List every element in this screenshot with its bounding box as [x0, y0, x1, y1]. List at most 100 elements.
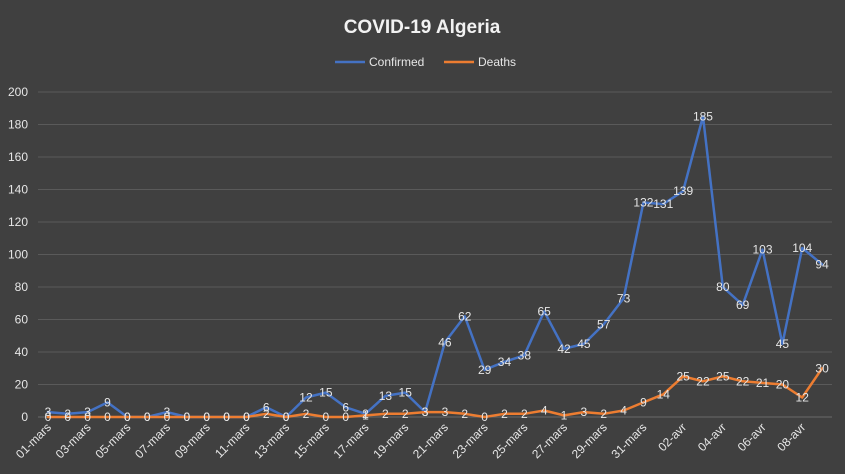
data-label-confirmed: 80 [716, 280, 730, 294]
data-label-deaths: 0 [283, 410, 290, 424]
data-label-confirmed: 42 [557, 342, 571, 356]
chart-title: COVID-19 Algeria [344, 17, 501, 38]
data-label-confirmed: 69 [736, 298, 750, 312]
data-label-deaths: 3 [581, 405, 588, 419]
data-label-confirmed: 15 [399, 386, 413, 400]
y-tick-label: 20 [15, 378, 29, 392]
data-label-deaths: 2 [402, 407, 409, 421]
data-label-deaths: 1 [362, 408, 369, 422]
data-label-confirmed: 15 [319, 386, 333, 400]
y-tick-label: 180 [8, 118, 28, 132]
data-label-confirmed: 94 [815, 257, 829, 271]
y-tick-label: 120 [8, 215, 28, 229]
data-label-deaths: 0 [203, 410, 210, 424]
gridlines [38, 91, 832, 418]
data-label-confirmed: 3 [45, 405, 52, 419]
data-label-confirmed: 65 [537, 304, 551, 318]
data-label-confirmed: 3 [422, 405, 429, 419]
x-tick-label: 06-avr [735, 420, 769, 454]
x-tick-label: 01-mars [13, 420, 54, 461]
data-label-deaths: 2 [521, 407, 528, 421]
data-label-deaths: 0 [104, 410, 111, 424]
data-label-deaths: 0 [144, 410, 151, 424]
data-label-confirmed: 46 [438, 335, 452, 349]
data-label-confirmed: 6 [342, 400, 349, 414]
data-label-deaths: 0 [223, 410, 230, 424]
data-label-deaths: 4 [620, 404, 627, 418]
series-line-confirmed [46, 115, 824, 419]
data-label-confirmed: 0 [283, 410, 290, 424]
x-tick-label: 21-mars [410, 420, 451, 461]
data-label-deaths: 9 [640, 395, 647, 409]
y-axis-ticks: 0 20 40 60 80 100 120 140 160 180 200 [8, 85, 28, 424]
data-label-confirmed: 45 [776, 337, 790, 351]
data-label-confirmed: 73 [617, 291, 631, 305]
y-tick-label: 140 [8, 183, 28, 197]
legend: Confirmed Deaths [335, 55, 516, 69]
x-tick-label: 02-avr [655, 420, 689, 454]
data-label-deaths: 0 [84, 410, 91, 424]
data-label-confirmed: 131 [653, 197, 673, 211]
y-tick-label: 160 [8, 150, 28, 164]
x-tick-label: 23-mars [450, 420, 491, 461]
data-label-confirmed: 0 [203, 410, 210, 424]
data-label-deaths: 0 [124, 410, 131, 424]
data-label-confirmed: 38 [518, 348, 532, 362]
data-label-confirmed: 103 [753, 243, 773, 257]
data-label-deaths: 4 [541, 404, 548, 418]
legend-label-deaths: Deaths [478, 55, 516, 69]
data-label-deaths: 2 [461, 407, 468, 421]
data-label-confirmed: 62 [458, 309, 472, 323]
x-tick-label: 17-mars [331, 420, 372, 461]
series-line-deaths [46, 367, 824, 419]
data-label-confirmed: 34 [498, 355, 512, 369]
x-tick-label: 04-avr [695, 420, 729, 454]
y-tick-label: 100 [8, 248, 28, 262]
data-label-deaths: 0 [64, 410, 71, 424]
y-tick-label: 200 [8, 85, 28, 99]
data-label-confirmed: 0 [223, 410, 230, 424]
y-tick-label: 40 [15, 345, 29, 359]
data-label-deaths: 0 [481, 410, 488, 424]
data-label-deaths: 25 [676, 369, 690, 383]
x-tick-label: 31-mars [609, 420, 650, 461]
data-label-confirmed: 0 [144, 410, 151, 424]
x-tick-label: 25-mars [489, 420, 530, 461]
legend-label-confirmed: Confirmed [369, 55, 424, 69]
data-label-confirmed: 0 [124, 410, 131, 424]
data-label-deaths: 0 [322, 410, 329, 424]
data-label-deaths: 25 [716, 369, 730, 383]
data-label-confirmed: 0 [184, 410, 191, 424]
x-tick-label: 27-mars [529, 420, 570, 461]
x-tick-label: 05-mars [92, 420, 133, 461]
data-label-deaths: 0 [45, 410, 52, 424]
data-label-deaths: 14 [657, 387, 671, 401]
data-label-deaths: 0 [342, 410, 349, 424]
data-label-confirmed: 2 [64, 407, 71, 421]
data-label-deaths: 22 [736, 374, 750, 388]
data-label-deaths: 0 [243, 410, 250, 424]
data-label-deaths: 0 [184, 410, 191, 424]
data-label-confirmed: 185 [693, 109, 713, 123]
data-label-confirmed: 57 [597, 317, 611, 331]
data-label-deaths: 2 [382, 407, 389, 421]
data-label-deaths: 21 [756, 376, 770, 390]
data-label-deaths: 20 [776, 378, 790, 392]
data-label-deaths: 2 [263, 407, 270, 421]
x-tick-label: 03-mars [53, 420, 94, 461]
x-tick-label: 15-mars [291, 420, 332, 461]
data-label-deaths: 1 [561, 408, 568, 422]
data-label-confirmed: 132 [633, 196, 653, 210]
x-tick-label: 07-mars [132, 420, 173, 461]
data-label-confirmed: 13 [379, 389, 393, 403]
data-label-deaths: 2 [600, 407, 607, 421]
data-label-confirmed: 139 [673, 184, 693, 198]
x-tick-label: 08-avr [774, 420, 808, 454]
data-label-deaths: 3 [442, 405, 449, 419]
data-label-deaths: 0 [164, 410, 171, 424]
y-tick-label: 80 [15, 280, 29, 294]
data-label-deaths: 12 [796, 391, 810, 405]
